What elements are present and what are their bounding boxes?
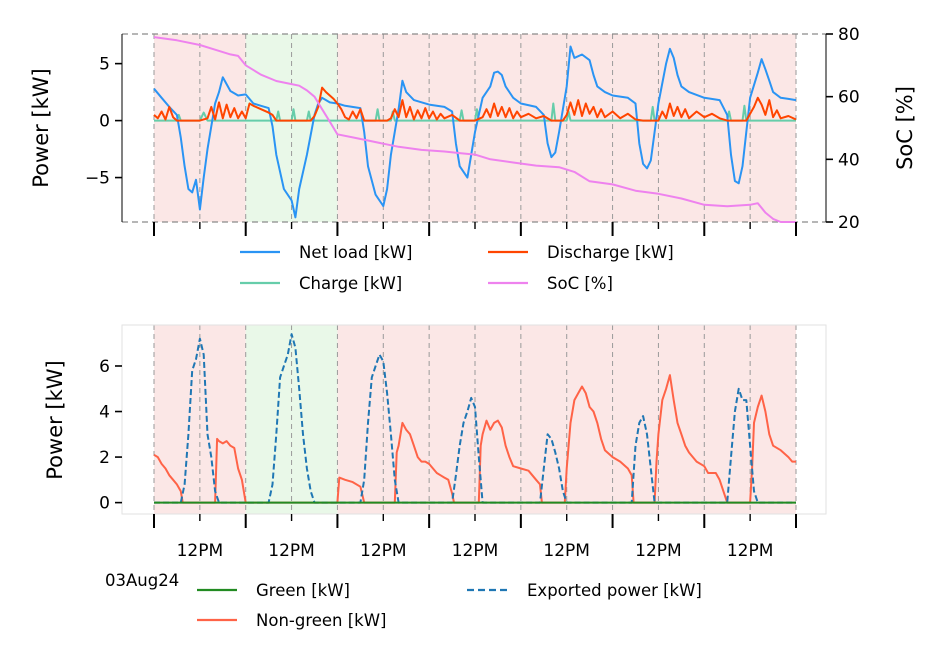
- y-tick-label: −5: [85, 169, 110, 189]
- legend-label-green: Green [kW]: [256, 581, 350, 600]
- bottom-ylabel: Power [kW]: [43, 360, 67, 479]
- bottom-panel: 0 2 4 6 12PM 12PM 12PM 12PM 12PM 12PM 12PM Power …: [43, 324, 827, 630]
- y-tick-label: 6: [99, 357, 110, 377]
- bottom-x-ticks: 12PM 12PM 12PM 12PM 12PM 12PM 12PM: [153, 514, 797, 561]
- legend-label-discharge: Discharge [kW]: [547, 243, 674, 262]
- bottom-day-gridlines: [153, 325, 797, 514]
- legend-label-non-green: Non-green [kW]: [256, 611, 387, 630]
- top-legend: Net load [kW] Discharge [kW] Charge [kW]…: [240, 243, 674, 293]
- y2-tick-label: 20: [838, 213, 860, 233]
- top-x-ticks: [153, 222, 797, 236]
- series-line-soc: [153, 36, 796, 223]
- legend-label-exported: Exported power [kW]: [527, 581, 702, 600]
- top-panel: −5 0 5 20 40 60 80 Power [kW] SoC [%] Net loa…: [29, 25, 917, 293]
- y-tick-label: 0: [99, 494, 110, 514]
- legend-label-net-load: Net load [kW]: [299, 243, 412, 262]
- x-tick-label: 12PM: [543, 541, 590, 561]
- x-tick-label: 12PM: [268, 541, 315, 561]
- x-tick-label: 12PM: [727, 541, 774, 561]
- y-tick-label: 2: [99, 448, 110, 468]
- x-tick-label: 12PM: [452, 541, 499, 561]
- y2-tick-label: 40: [838, 150, 860, 170]
- date-label: 03Aug24: [105, 571, 179, 590]
- legend-label-charge: Charge [kW]: [299, 274, 402, 293]
- top-right-y-ticks: 20 40 60 80: [826, 25, 860, 233]
- top-axes-frame: [121, 34, 827, 222]
- x-tick-label: 12PM: [177, 541, 224, 561]
- top-ylabel: Power [kW]: [29, 68, 53, 187]
- y-tick-label: 4: [99, 403, 110, 423]
- series-line-discharge-kw: [153, 86, 797, 122]
- top-series-lines: [153, 36, 797, 223]
- bottom-series-lines: [153, 333, 796, 504]
- bottom-axes-frame: [121, 324, 827, 515]
- legend-label-soc: SoC [%]: [547, 274, 613, 293]
- axes-border: [121, 324, 827, 515]
- x-tick-label: 12PM: [360, 541, 407, 561]
- y2-tick-label: 80: [838, 25, 860, 45]
- series-line-charge-kw: [154, 102, 796, 122]
- y2-tick-label: 60: [838, 88, 860, 108]
- y-tick-label: 5: [99, 55, 110, 75]
- x-tick-label: 12PM: [635, 541, 682, 561]
- bottom-y-ticks: 0 2 4 6: [99, 357, 122, 514]
- top-y2label: SoC [%]: [893, 86, 917, 170]
- top-left-y-ticks: −5 0 5: [85, 55, 122, 189]
- bottom-legend: Green [kW] Exported power [kW] Non-green…: [197, 581, 702, 630]
- series-line-net-load-kw: [153, 45, 797, 219]
- y-tick-label: 0: [99, 112, 110, 132]
